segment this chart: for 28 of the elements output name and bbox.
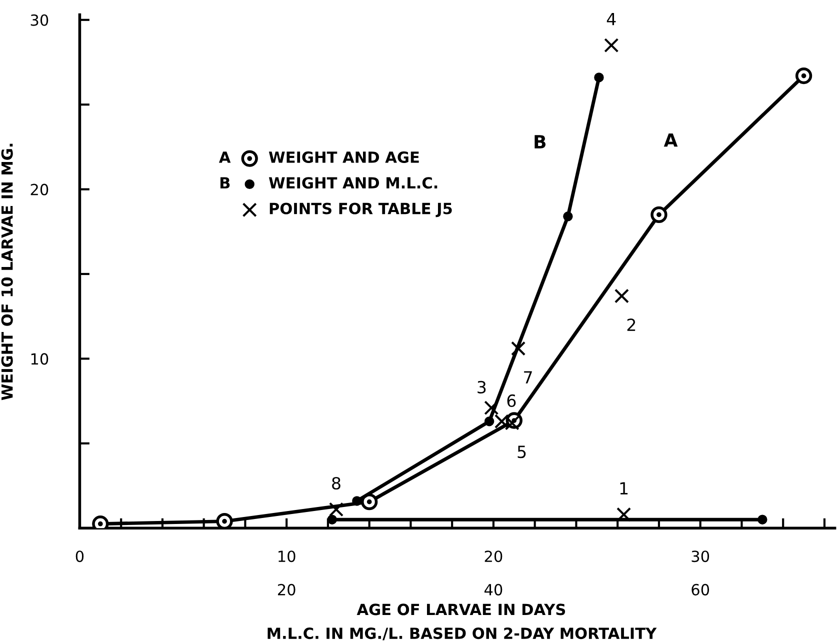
x2-axis-title: M.L.C. IN MG./L. BASED ON 2-DAY MORTALITY	[268, 628, 657, 640]
x2-tick-label: 40	[484, 584, 502, 596]
y-tick-label: 30	[30, 14, 48, 26]
text: B	[220, 177, 230, 188]
x-tick-label: 30	[692, 550, 710, 562]
y-tick-label: 20	[30, 184, 48, 196]
annotation: 1	[620, 482, 628, 494]
legend-label: WEIGHT AND AGE	[268, 151, 419, 163]
annotation: A	[664, 133, 678, 147]
x2-tick-label: 20	[278, 584, 296, 596]
annotation: 6	[507, 394, 516, 408]
x-tick-label: 20	[484, 550, 502, 562]
x-axis-title: AGE OF LARVAE IN DAYS	[356, 604, 566, 616]
y-axis-title: WEIGHT OF 10 LARVAE IN MG.	[1, 144, 13, 400]
legend-label: WEIGHT AND M.L.C.	[268, 177, 438, 189]
x-tick-label: 0	[76, 550, 84, 562]
annotation: B	[534, 135, 546, 148]
text: A	[218, 152, 231, 163]
y-tick-label: 10	[31, 353, 48, 365]
annotation: 3	[478, 380, 486, 394]
annotation: 5	[518, 446, 526, 458]
annotation: 4	[606, 13, 616, 26]
annotation: 7	[524, 371, 532, 384]
annotation: 8	[332, 476, 340, 490]
x-tick-label: 10	[278, 550, 296, 562]
x2-tick-label: 60	[692, 584, 710, 596]
annotation: 2	[627, 318, 636, 331]
legend-label: POINTS FOR TABLE J5	[270, 202, 452, 218]
